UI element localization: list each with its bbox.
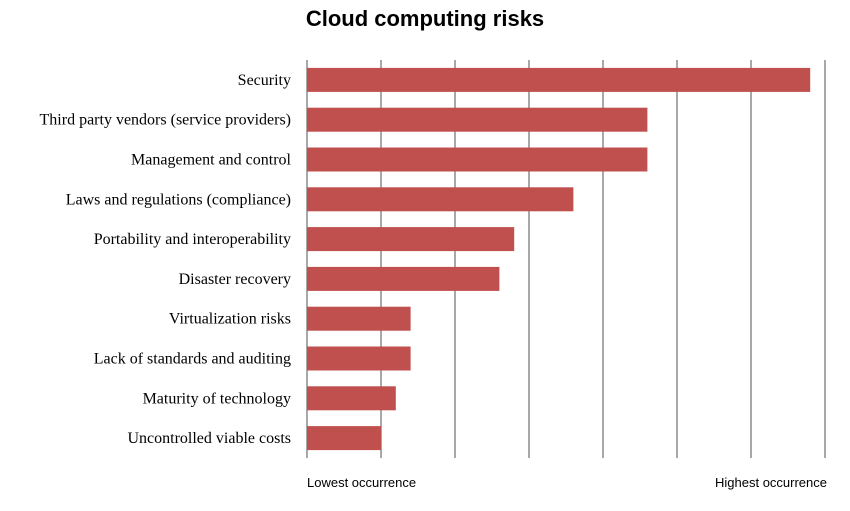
category-label: Third party vendors (service providers) bbox=[40, 112, 291, 129]
bar bbox=[307, 346, 411, 371]
bar bbox=[307, 426, 381, 451]
category-label: Maturity of technology bbox=[143, 390, 291, 407]
bar bbox=[307, 386, 396, 411]
bar bbox=[307, 147, 648, 172]
bar bbox=[307, 306, 411, 331]
bar bbox=[307, 67, 811, 92]
category-label: Laws and regulations (compliance) bbox=[66, 191, 291, 208]
category-label: Lack of standards and auditing bbox=[94, 351, 291, 368]
chart-title: Cloud computing risks bbox=[305, 6, 545, 31]
category-label: Uncontrolled viable costs bbox=[127, 430, 291, 447]
bar bbox=[307, 187, 574, 212]
bar bbox=[307, 227, 515, 252]
bar bbox=[307, 107, 648, 132]
category-label: Disaster recovery bbox=[179, 271, 291, 288]
bar bbox=[307, 266, 500, 291]
x-label-high: Highest occurrence bbox=[715, 475, 827, 490]
category-label: Security bbox=[238, 72, 291, 89]
x-label-low: Lowest occurrence bbox=[307, 475, 416, 490]
category-label: Virtualization risks bbox=[169, 311, 291, 328]
category-label: Portability and interoperability bbox=[94, 231, 291, 248]
category-label: Management and control bbox=[131, 152, 292, 169]
